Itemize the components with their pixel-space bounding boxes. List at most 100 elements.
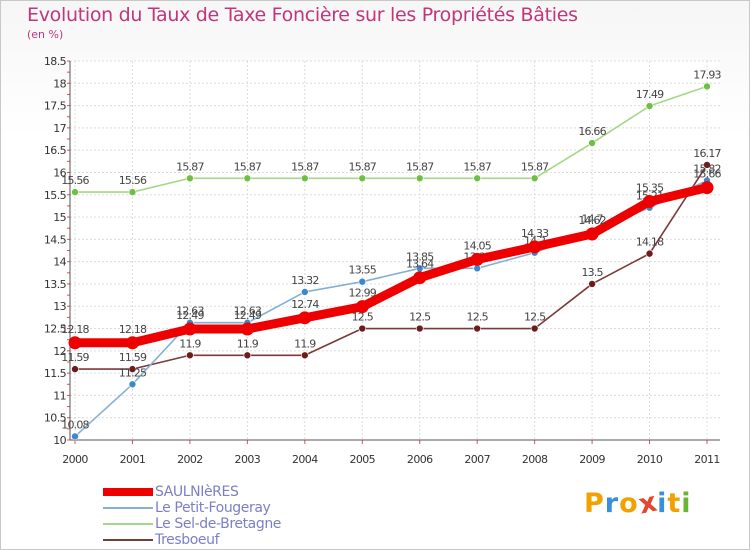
y-tick-label: 11.5: [44, 367, 67, 380]
data-label-saulni-res: 12.99: [349, 287, 377, 300]
proxiti-logo: Proxiti: [584, 486, 692, 520]
data-label-tresboeuf: 16.17: [693, 147, 721, 160]
y-tick-label: 17: [53, 122, 66, 135]
x-tick-label: 2004: [292, 453, 318, 466]
data-label-le-sel-de-bretagne: 15.87: [176, 160, 204, 173]
plot-area: [70, 61, 720, 440]
data-label-le-petit-fougeray: 12.63: [234, 305, 262, 318]
data-point-saulni-res[interactable]: [470, 252, 484, 266]
series-line-le-sel-de-bretagne: [74, 85, 708, 193]
data-label-tresboeuf: 11.9: [294, 337, 316, 350]
data-point-saulni-res[interactable]: [125, 336, 139, 350]
data-point-tresboeuf[interactable]: [415, 324, 424, 333]
data-point-le-sel-de-bretagne[interactable]: [415, 174, 424, 183]
data-label-le-sel-de-bretagne: 17.49: [636, 88, 664, 101]
y-tick-label: 16: [53, 166, 66, 179]
data-point-le-sel-de-bretagne[interactable]: [301, 174, 309, 183]
data-point-tresboeuf[interactable]: [645, 249, 654, 258]
y-tick-label: 10.5: [44, 412, 67, 425]
x-tick-label: 2002: [177, 453, 203, 466]
logo-letter: P: [584, 488, 605, 519]
y-tick-label: 18.5: [44, 55, 67, 68]
data-point-le-sel-de-bretagne[interactable]: [473, 174, 481, 183]
x-tick-label: 2001: [120, 453, 146, 466]
data-point-saulni-res[interactable]: [183, 322, 197, 336]
data-label-le-petit-fougeray: 14.7: [581, 212, 603, 225]
data-label-le-petit-fougeray: 10.08: [61, 418, 89, 431]
x-tick-label: 2009: [579, 453, 605, 466]
data-label-le-sel-de-bretagne: 17.93: [693, 68, 721, 81]
data-label-saulni-res: 12.18: [119, 323, 147, 336]
data-point-le-sel-de-bretagne[interactable]: [186, 174, 194, 183]
data-label-le-petit-fougeray: 13.85: [406, 250, 434, 263]
series-line-tresboeuf: [74, 164, 708, 370]
legend-label: SAULNIèRES: [155, 484, 239, 500]
data-point-tresboeuf[interactable]: [588, 280, 596, 288]
data-point-saulni-res[interactable]: [585, 227, 599, 241]
data-label-tresboeuf: 12.5: [352, 311, 374, 324]
data-label-le-petit-fougeray: 12.63: [176, 305, 204, 318]
data-point-saulni-res[interactable]: [413, 271, 427, 285]
y-tick-label: 18: [53, 77, 66, 90]
logo-letter: i: [681, 488, 692, 519]
data-label-saulni-res: 14.05: [463, 239, 491, 252]
data-point-le-petit-fougeray[interactable]: [301, 288, 309, 296]
chart-subtitle: (en %): [27, 28, 64, 41]
legend-label: Le Sel-de-Bretagne: [155, 516, 282, 532]
data-point-saulni-res[interactable]: [298, 311, 312, 325]
data-label-saulni-res: 12.74: [291, 298, 319, 311]
data-label-saulni-res: 12.49: [234, 309, 262, 322]
data-point-tresboeuf[interactable]: [473, 324, 481, 333]
data-point-tresboeuf[interactable]: [530, 324, 539, 333]
data-label-tresboeuf: 12.5: [524, 311, 546, 324]
data-label-tresboeuf: 11.59: [61, 351, 89, 364]
data-label-le-petit-fougeray: 11.25: [119, 366, 147, 379]
data-point-le-petit-fougeray[interactable]: [358, 277, 367, 286]
data-point-le-sel-de-bretagne[interactable]: [645, 102, 654, 110]
y-tick-label: 12: [53, 345, 66, 358]
y-tick-label: 10: [53, 434, 66, 447]
data-label-tresboeuf: 12.5: [409, 311, 431, 324]
data-point-tresboeuf[interactable]: [243, 351, 252, 360]
legend-label: Le Petit-Fougeray: [155, 500, 271, 516]
series-le-sel-de-bretagne: 15.56 15.56 15.87 15.87 15.87 15.87 15.87 15.87…: [61, 68, 722, 196]
data-point-saulni-res[interactable]: [240, 322, 254, 336]
y-tick-label: 17.5: [44, 100, 67, 113]
data-label-le-petit-fougeray: 15.82: [693, 162, 721, 175]
data-point-le-sel-de-bretagne[interactable]: [703, 82, 711, 91]
data-label-le-sel-de-bretagne: 15.56: [119, 174, 147, 187]
y-tick-label: 13: [53, 300, 66, 313]
y-tick-label: 11: [53, 389, 66, 402]
data-label-tresboeuf: 14.18: [636, 236, 664, 249]
data-point-le-petit-fougeray[interactable]: [71, 432, 79, 441]
x-tick-label: 2010: [637, 453, 663, 466]
data-point-le-sel-de-bretagne[interactable]: [530, 174, 539, 183]
data-point-le-sel-de-bretagne[interactable]: [243, 174, 252, 183]
data-point-saulni-res[interactable]: [700, 181, 714, 195]
data-label-saulni-res: 12.18: [61, 323, 89, 336]
series-tresboeuf: 11.59 11.59 11.9 11.9 11.9 12.5 12.5 12.5 12.5 13…: [61, 147, 722, 373]
data-point-saulni-res[interactable]: [355, 300, 369, 314]
data-point-tresboeuf[interactable]: [703, 161, 711, 169]
x-tick-label: 2005: [349, 453, 375, 466]
y-tick-label: 15.5: [44, 189, 67, 202]
data-point-le-sel-de-bretagne[interactable]: [588, 139, 596, 147]
data-point-saulni-res[interactable]: [68, 336, 82, 350]
data-point-le-petit-fougeray[interactable]: [128, 380, 137, 389]
series-line-saulni-res: [70, 183, 712, 348]
data-point-tresboeuf[interactable]: [186, 351, 194, 360]
data-point-saulni-res[interactable]: [528, 240, 542, 254]
data-label-saulni-res: 12.49: [176, 309, 204, 322]
data-point-tresboeuf[interactable]: [301, 351, 309, 360]
data-point-le-sel-de-bretagne[interactable]: [358, 174, 367, 183]
data-point-le-sel-de-bretagne[interactable]: [128, 188, 137, 196]
data-point-saulni-res[interactable]: [643, 194, 657, 208]
data-point-tresboeuf[interactable]: [71, 365, 79, 373]
data-label-le-sel-de-bretagne: 15.56: [61, 174, 89, 187]
data-label-le-sel-de-bretagne: 16.66: [578, 125, 606, 138]
data-point-tresboeuf[interactable]: [358, 324, 367, 333]
data-point-le-sel-de-bretagne[interactable]: [71, 188, 79, 196]
data-label-tresboeuf: 11.9: [237, 337, 259, 350]
data-label-tresboeuf: 11.9: [179, 337, 201, 350]
data-point-tresboeuf[interactable]: [128, 365, 137, 373]
